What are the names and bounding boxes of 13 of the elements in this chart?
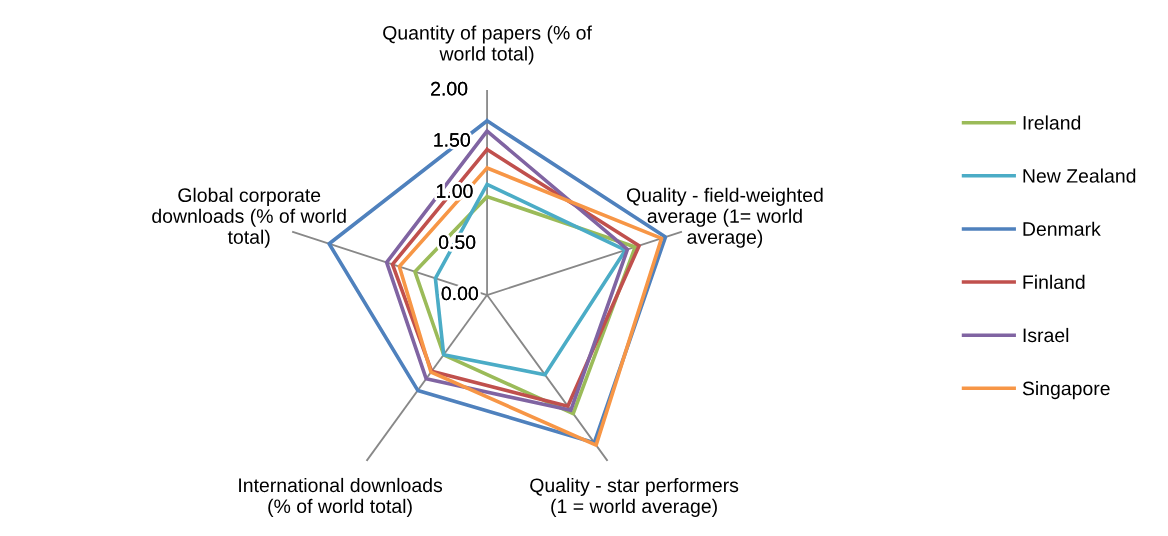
legend-label: Ireland	[1023, 115, 1081, 130]
y-tick-label: 0.00	[441, 286, 478, 301]
spoke-label: International downloads (% of world total)	[239, 477, 443, 517]
spoke-label: Quality - star performers (1 = world average)	[530, 477, 739, 517]
spoke-label: Quality - field-weighted average (1= world average)	[626, 187, 823, 248]
spoke-label: Quantity of papers (% of world total)	[383, 25, 592, 65]
legend-label: Singapore	[1022, 381, 1110, 400]
legend-label: Finland	[1023, 274, 1085, 290]
legend-label: New Zealand	[1023, 168, 1136, 183]
legend-label: Israel	[1023, 327, 1069, 343]
legend-label: Denmark	[1023, 221, 1101, 236]
spoke-label: Global corporate downloads (% of world total)	[152, 187, 346, 248]
y-tick-label: 2.00	[431, 81, 468, 96]
